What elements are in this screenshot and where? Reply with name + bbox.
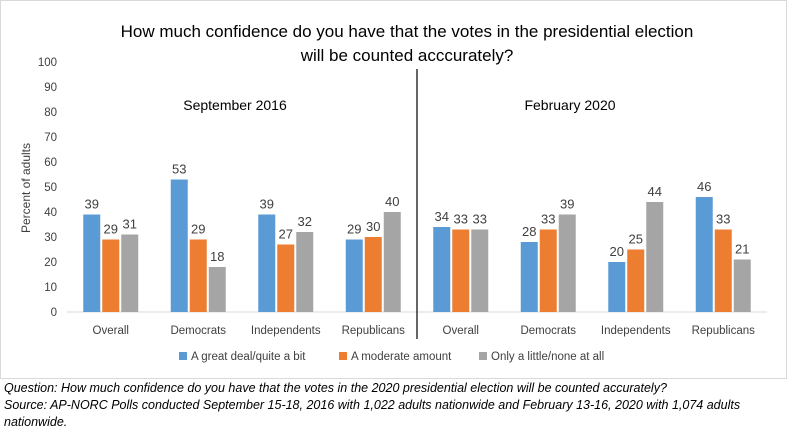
source-note: Source: AP-NORC Polls conducted Septembe… xyxy=(4,398,741,429)
bar-p0-democrats-s1 xyxy=(189,239,207,312)
data-label-p0-republicans-s0: 29 xyxy=(347,222,361,237)
data-label-p0-republicans-s1: 30 xyxy=(366,219,380,234)
bar-p0-democrats-s0 xyxy=(170,179,188,312)
y-tick-label-70: 70 xyxy=(44,132,57,144)
chart-title-line-1: How much confidence do you have that the… xyxy=(121,22,694,41)
bar-p0-republicans-s0 xyxy=(345,239,363,312)
y-tick-label-20: 20 xyxy=(44,257,57,269)
legend-label-2: Only a little/none at all xyxy=(491,351,604,363)
data-label-p0-democrats-s0: 53 xyxy=(172,162,186,177)
bar-p0-democrats-s2 xyxy=(208,267,226,312)
legend-swatch-0 xyxy=(179,352,187,360)
y-tick-label-10: 10 xyxy=(44,282,57,294)
y-axis-title: Percent of adults xyxy=(19,143,33,233)
legend-label-1: A moderate amount xyxy=(351,351,452,363)
category-label-p0-independents: Independents xyxy=(251,325,321,337)
bar-p1-independents-s2 xyxy=(646,202,664,312)
data-label-p1-democrats-s0: 28 xyxy=(522,224,536,239)
bar-p0-republicans-s2 xyxy=(383,212,401,312)
data-label-p1-republicans-s0: 46 xyxy=(697,179,711,194)
category-label-p1-republicans: Republicans xyxy=(692,325,756,337)
bar-p0-overall-s0 xyxy=(83,214,101,312)
bar-p0-overall-s1 xyxy=(102,239,120,312)
data-label-p0-overall-s1: 29 xyxy=(104,222,118,237)
data-label-p1-democrats-s1: 33 xyxy=(541,212,555,227)
legend-swatch-1 xyxy=(339,352,347,360)
bar-p1-overall-s0 xyxy=(433,227,451,312)
bar-p1-democrats-s2 xyxy=(558,214,576,312)
bar-p0-overall-s2 xyxy=(121,234,139,312)
data-label-p1-independents-s0: 20 xyxy=(610,244,624,259)
bar-p1-republicans-s0 xyxy=(695,197,713,312)
bar-p1-republicans-s1 xyxy=(714,229,732,312)
y-tick-label-100: 100 xyxy=(38,57,57,69)
bar-p1-overall-s2 xyxy=(471,229,489,312)
data-label-p1-independents-s2: 44 xyxy=(648,184,662,199)
data-label-p1-independents-s1: 25 xyxy=(629,232,643,247)
data-label-p1-overall-s2: 33 xyxy=(473,212,487,227)
y-tick-label-40: 40 xyxy=(44,207,57,219)
bar-p1-independents-s0 xyxy=(608,262,626,312)
panel-label-feb-2020: February 2020 xyxy=(524,97,615,113)
data-label-p0-democrats-s1: 29 xyxy=(191,222,205,237)
data-label-p0-overall-s2: 31 xyxy=(123,217,137,232)
y-tick-label-60: 60 xyxy=(44,157,57,169)
bar-p1-republicans-s2 xyxy=(733,259,751,312)
data-label-p1-republicans-s2: 21 xyxy=(735,242,749,257)
bar-p1-democrats-s1 xyxy=(539,229,557,312)
question-note: Question: How much confidence do you hav… xyxy=(4,381,667,395)
category-label-p0-overall: Overall xyxy=(93,325,129,337)
y-tick-label-0: 0 xyxy=(51,307,57,319)
bar-p0-independents-s2 xyxy=(296,232,314,312)
panel-label-sep-2016: September 2016 xyxy=(183,97,287,113)
chart-title-line-2: will be counted acccurately? xyxy=(300,46,514,65)
data-label-p0-republicans-s2: 40 xyxy=(385,194,399,209)
y-tick-label-90: 90 xyxy=(44,82,57,94)
bar-p1-independents-s1 xyxy=(627,249,645,312)
category-label-p0-republicans: Republicans xyxy=(342,325,406,337)
data-label-p0-overall-s0: 39 xyxy=(85,197,99,212)
bar-p1-democrats-s0 xyxy=(520,242,538,312)
category-label-p1-democrats: Democrats xyxy=(520,325,576,337)
chart-frame: How much confidence do you have that the… xyxy=(0,0,787,379)
legend-label-0: A great deal/quite a bit xyxy=(191,351,306,363)
data-label-p0-independents-s0: 39 xyxy=(260,197,274,212)
data-label-p1-overall-s0: 34 xyxy=(435,209,449,224)
data-label-p1-democrats-s2: 39 xyxy=(560,197,574,212)
bar-chart: How much confidence do you have that the… xyxy=(19,22,767,363)
bar-p0-independents-s1 xyxy=(277,244,295,312)
bar-p1-overall-s1 xyxy=(452,229,470,312)
data-label-p0-independents-s2: 32 xyxy=(298,214,312,229)
y-tick-label-30: 30 xyxy=(44,232,57,244)
data-label-p1-republicans-s1: 33 xyxy=(716,212,730,227)
chart-notes: Question: How much confidence do you hav… xyxy=(4,380,794,431)
y-tick-label-50: 50 xyxy=(44,182,57,194)
data-label-p0-democrats-s2: 18 xyxy=(210,249,224,264)
data-label-p1-overall-s1: 33 xyxy=(454,212,468,227)
category-label-p1-overall: Overall xyxy=(443,325,479,337)
y-tick-label-80: 80 xyxy=(44,107,57,119)
bar-p0-independents-s0 xyxy=(258,214,276,312)
legend-swatch-2 xyxy=(479,352,487,360)
bar-p0-republicans-s1 xyxy=(364,237,382,312)
data-label-p0-independents-s1: 27 xyxy=(279,227,293,242)
category-label-p0-democrats: Democrats xyxy=(170,325,226,337)
category-label-p1-independents: Independents xyxy=(601,325,671,337)
